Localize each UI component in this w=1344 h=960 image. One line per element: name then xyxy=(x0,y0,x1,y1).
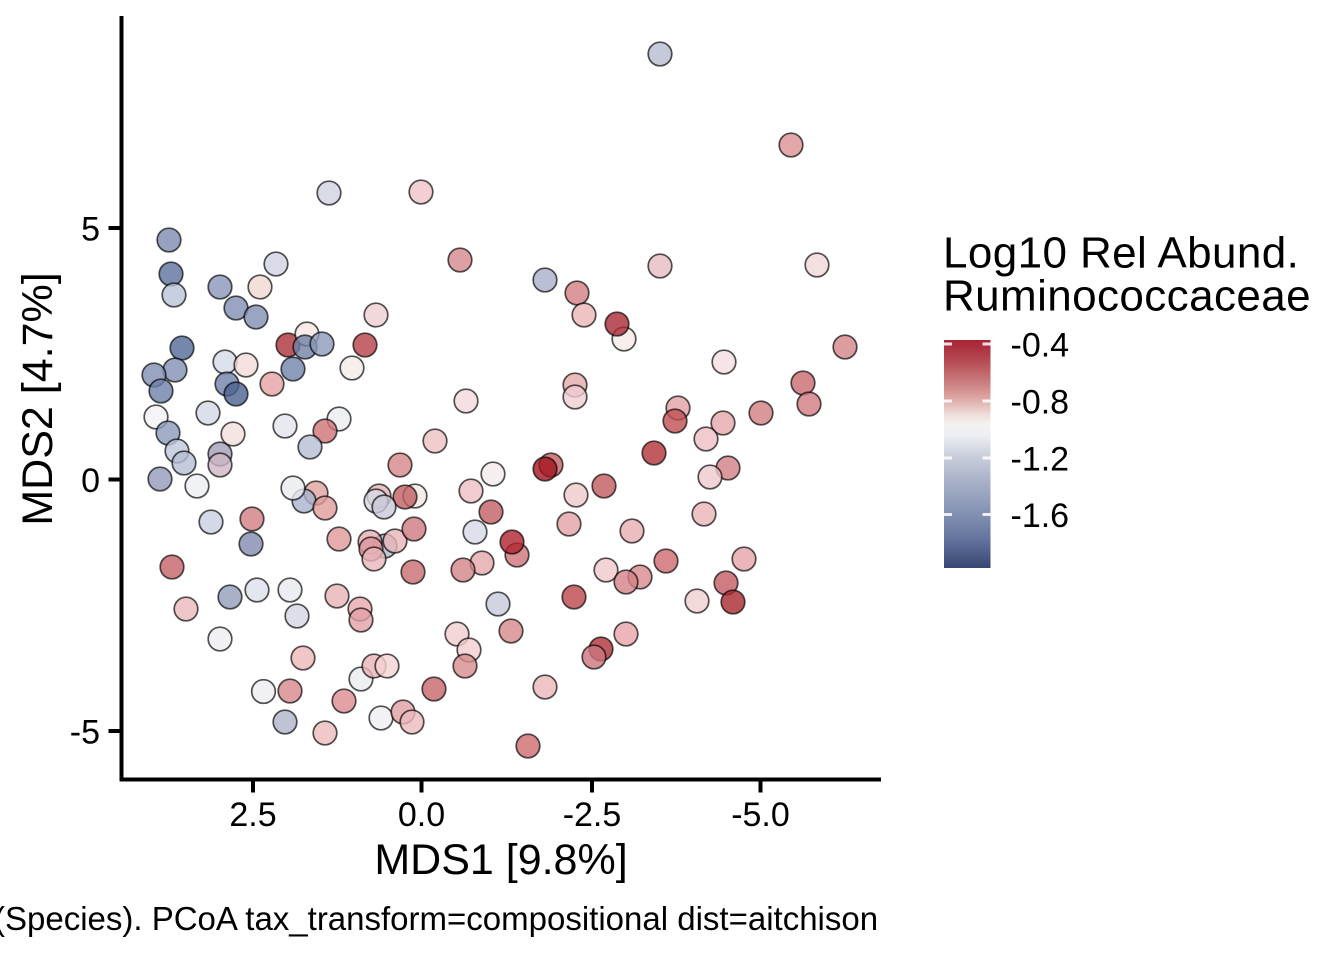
svg-text:MDS1 [9.8%]: MDS1 [9.8%] xyxy=(374,836,627,884)
svg-text:-5.0: -5.0 xyxy=(731,796,790,834)
svg-text:(Species). PCoA tax_transform=: (Species). PCoA tax_transform=compositio… xyxy=(0,900,878,937)
svg-text:-5: -5 xyxy=(70,713,100,751)
svg-text:0: 0 xyxy=(81,462,100,500)
svg-text:-0.8: -0.8 xyxy=(1011,383,1070,421)
svg-text:0.0: 0.0 xyxy=(398,796,445,834)
svg-text:-1.6: -1.6 xyxy=(1011,497,1070,535)
svg-text:Log10 Rel Abund.: Log10 Rel Abund. xyxy=(943,229,1299,278)
svg-text:-0.4: -0.4 xyxy=(1011,326,1070,364)
svg-text:-1.2: -1.2 xyxy=(1011,440,1070,478)
svg-text:5: 5 xyxy=(81,210,100,248)
svg-text:Ruminococcaceae: Ruminococcaceae xyxy=(943,272,1311,321)
svg-text:2.5: 2.5 xyxy=(229,796,276,834)
svg-text:MDS2 [4.7%]: MDS2 [4.7%] xyxy=(14,272,62,525)
svg-text:-2.5: -2.5 xyxy=(563,796,622,834)
